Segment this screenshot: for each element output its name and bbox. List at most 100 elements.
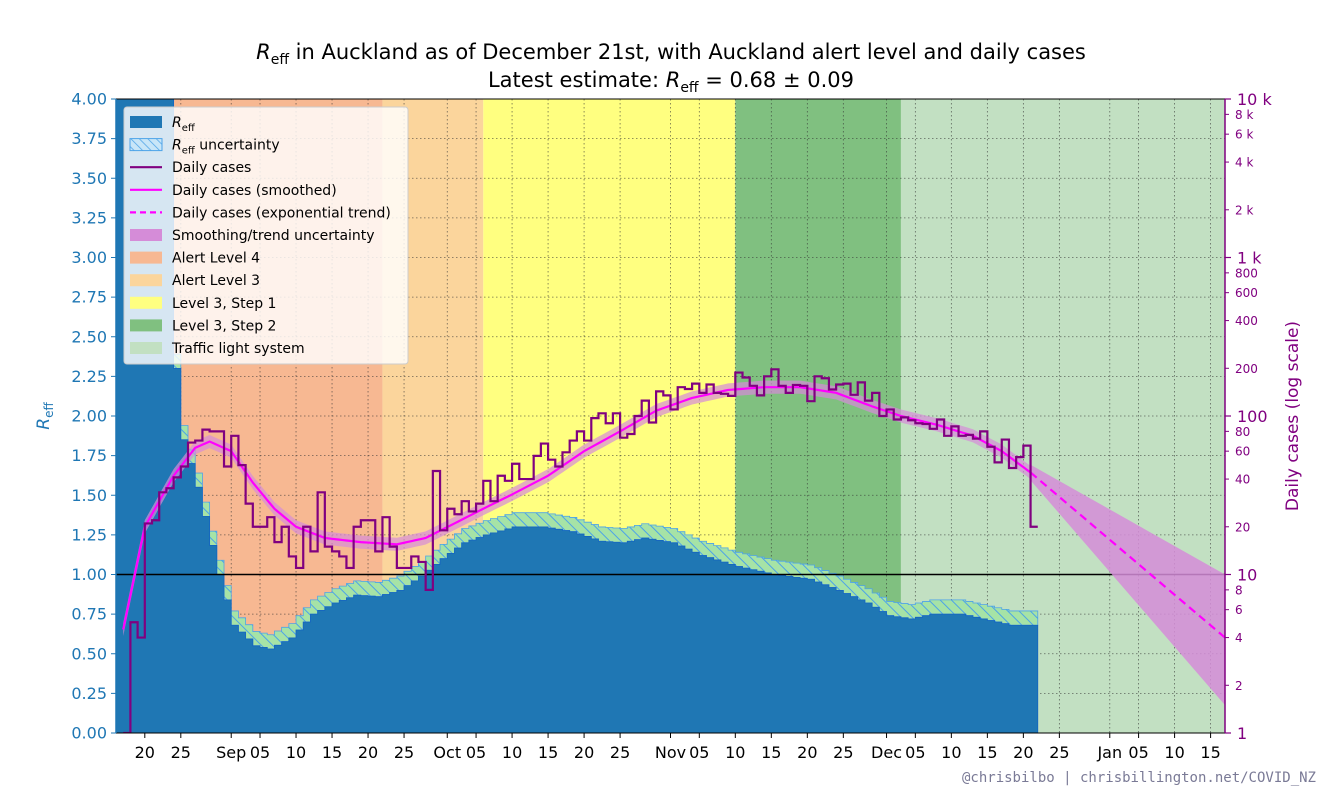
right-minor-tick-label: 8 k [1235,108,1253,122]
right-minor-tick-label: 800 [1235,266,1258,280]
legend-item-step1: Level 3, Step 1 [130,296,276,312]
right-minor-tick-label: 600 [1235,286,1258,300]
x-tick-label: 10 [725,743,745,762]
x-tick-label: 05 [689,743,709,762]
right-minor-tick-label: 80 [1235,425,1250,439]
reff-area-fill [116,99,1039,733]
x-tick-label: 20 [1013,743,1033,762]
x-tick-label: 15 [1200,743,1220,762]
legend: Reff Reff uncertainty Daily cases Daily cas… [123,106,409,365]
x-tick-label: 15 [761,743,781,762]
chart-title: Reff in Auckland as of December 21st, wi… [256,40,1086,68]
right-axis-ticks: 1 10 100 1 k 10 k 2 4 6 8 20 40 60 80 200 400 600 800 2 k… [1225,90,1272,743]
right-major-tick-label: 1 [1237,724,1247,743]
left-tick-label: 4.00 [71,90,107,109]
legend-label-trend_unc: Smoothing/trend uncertainty [172,228,375,244]
x-tick-label: 10 [1164,743,1184,762]
x-tick-label: Jan [1096,743,1122,762]
left-tick-label: 2.75 [71,288,107,307]
right-minor-tick-label: 200 [1235,362,1258,376]
legend-item-reff_unc: Reff uncertainty [129,138,280,157]
legend-label-traffic: Traffic light system [171,341,305,357]
right-major-tick-label: 1 k [1237,249,1262,268]
x-tick-label: 05 [250,743,270,762]
daily-cases-line [123,368,1038,733]
reff-area [116,99,1039,733]
right-major-tick-label: 100 [1237,407,1268,426]
left-tick-label: 2.25 [71,367,107,386]
chart-subtitle: Latest estimate: Reff = 0.68 ± 0.09 [488,68,854,96]
x-tick-label: 25 [171,743,191,762]
left-tick-label: 3.75 [71,129,107,148]
legend-label-trend: Daily cases (exponential trend) [172,205,391,221]
x-tick-label: 05 [1128,743,1148,762]
legend-label-reff: Reff [172,115,196,134]
left-tick-label: 2.00 [71,407,107,426]
x-tick-label: 10 [502,743,522,762]
legend-label-cases: Daily cases [172,160,251,176]
x-tick-label: 20 [358,743,378,762]
left-axis-label: Reff [34,402,56,430]
x-tick-label: 20 [574,743,594,762]
left-tick-label: 1.00 [71,565,107,584]
right-major-tick-label: 10 [1237,566,1257,585]
left-tick-label: 1.75 [71,446,107,465]
legend-swatch-step2 [130,319,162,332]
legend-label-reff_unc: Reff uncertainty [172,138,280,157]
x-tick-label: Dec [871,743,902,762]
right-minor-tick-label: 4 k [1235,156,1253,170]
legend-label-smoothed: Daily cases (smoothed) [172,183,337,199]
x-tick-label: 20 [135,743,155,762]
legend-item-traffic: Traffic light system [130,341,305,357]
legend-item-smoothed: Daily cases (smoothed) [130,183,337,199]
right-minor-tick-label: 40 [1235,473,1250,487]
legend-item-alert3: Alert Level 3 [130,273,260,289]
x-tick-label: 20 [797,743,817,762]
right-minor-tick-label: 400 [1235,314,1258,328]
legend-box [123,106,409,365]
trend-uncertainty-band [1030,464,1225,706]
left-tick-label: 0.75 [71,605,107,624]
x-tick-label: 10 [941,743,961,762]
x-tick-label: 25 [394,743,414,762]
legend-label-step2: Level 3, Step 2 [172,318,276,334]
legend-swatch-alert3 [130,274,162,287]
right-minor-tick-label: 60 [1235,445,1250,459]
right-axis-label: Daily cases (log scale) [1283,321,1303,511]
left-tick-label: 0.00 [71,724,107,743]
x-tick-label: 15 [538,743,558,762]
right-minor-tick-label: 4 [1235,631,1243,645]
x-tick-label: 25 [1049,743,1069,762]
right-minor-tick-label: 6 k [1235,128,1253,142]
legend-item-step2: Level 3, Step 2 [130,318,276,334]
right-minor-tick-label: 2 [1235,679,1243,693]
left-tick-label: 1.50 [71,486,107,505]
legend-label-step1: Level 3, Step 1 [172,296,276,312]
legend-label-alert3: Alert Level 3 [172,273,260,289]
legend-swatch-alert4 [130,251,162,264]
right-major-tick-label: 10 k [1237,90,1272,109]
right-minor-tick-label: 8 [1235,583,1243,597]
legend-item-trend: Daily cases (exponential trend) [130,205,391,221]
x-tick-label: Oct [433,743,461,762]
legend-item-cases: Daily cases [130,160,251,176]
x-tick-label: 25 [833,743,853,762]
left-tick-label: 0.50 [71,644,107,663]
left-tick-label: 3.25 [71,208,107,227]
left-tick-label: 1.25 [71,525,107,544]
legend-item-reff: Reff [130,115,196,134]
legend-item-alert4: Alert Level 4 [130,251,260,267]
x-tick-label: 05 [905,743,925,762]
x-tick-label: 25 [610,743,630,762]
legend-label-alert4: Alert Level 4 [172,251,260,267]
right-minor-tick-label: 2 k [1235,203,1253,217]
x-tick-label: 15 [322,743,342,762]
right-minor-tick-label: 6 [1235,603,1243,617]
exponential-trend-line [1029,471,1225,639]
credit-text: @chrisbilbo | chrisbillington.net/COVID_… [962,770,1316,786]
legend-swatch-reff [130,116,162,128]
right-minor-tick-label: 20 [1235,520,1250,534]
x-tick-label: 15 [977,743,997,762]
x-axis-ticks: 20 25 Sep 05 10 15 20 25 Oct 05 10 15 20 25 Nov 05 10 15 2… [135,733,1221,762]
